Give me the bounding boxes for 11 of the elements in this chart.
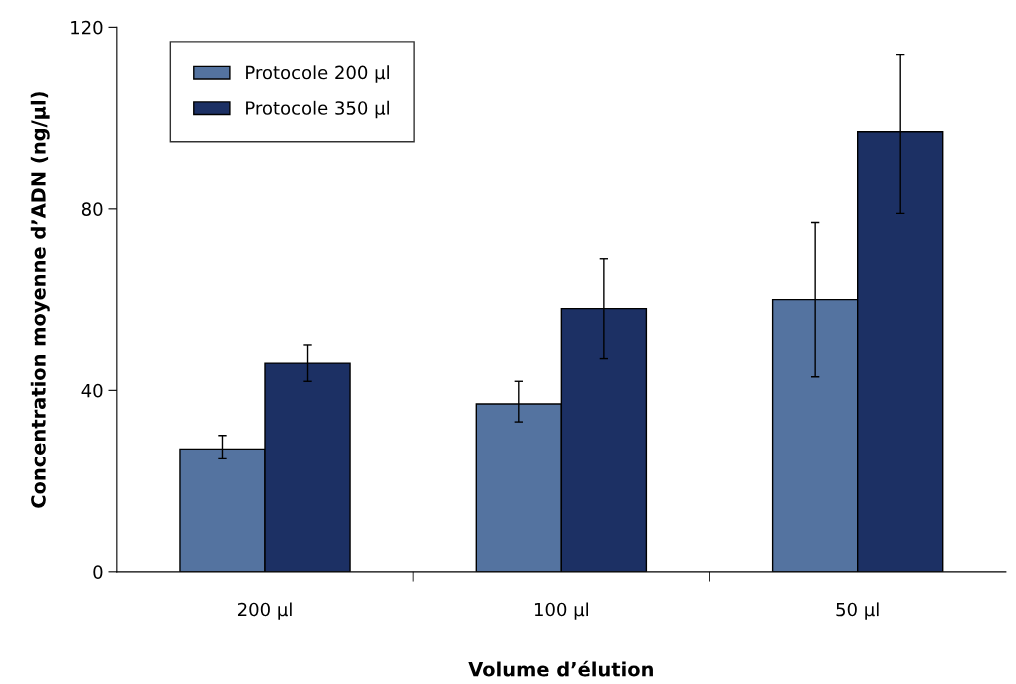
y-tick-label: 120: [71, 20, 103, 35]
y-axis-title: Concentration moyenne d’ADN (ng/µl): [30, 92, 50, 508]
legend-label: Protocole 200 µl: [246, 65, 389, 83]
x-tick-label: 50 µl: [836, 602, 879, 620]
y-tick-label: 40: [81, 383, 103, 398]
y-tick-label: 80: [81, 202, 103, 216]
x-axis-title: Volume d’élution: [468, 660, 653, 677]
x-tick-label: 200 µl: [237, 602, 292, 620]
legend-label: Protocole 350 µl: [246, 100, 389, 119]
y-tick-label: 0: [93, 565, 103, 579]
x-tick-label: 100 µl: [534, 602, 588, 620]
